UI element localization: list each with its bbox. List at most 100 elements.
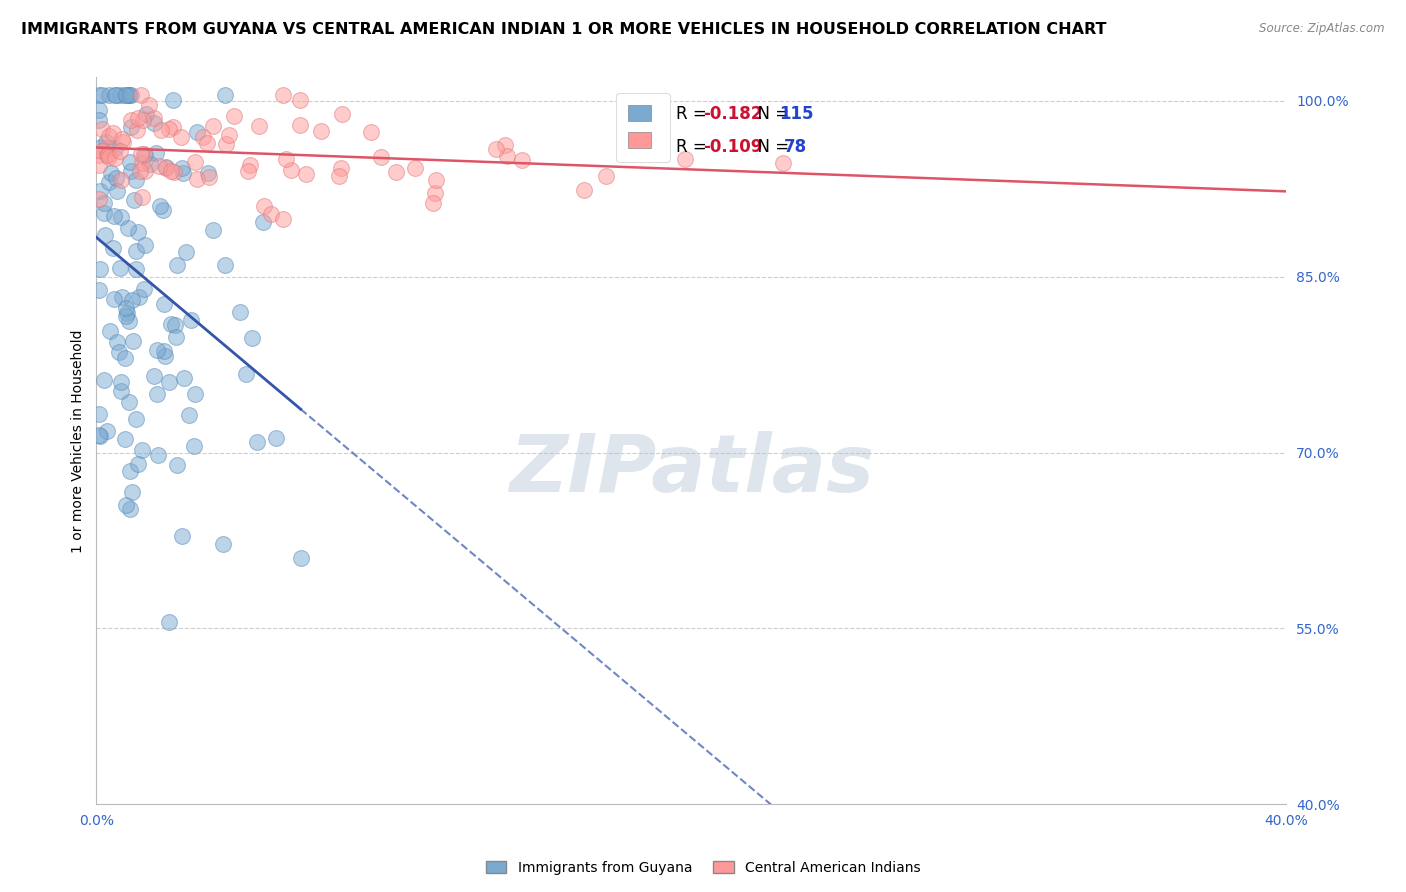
Point (105, 170, 128, 185)
Point (89, 407, 111, 421)
Point (186, 172, 208, 186)
Point (117, 221, 139, 235)
Point (422, 196, 444, 211)
Point (89, 192, 111, 206)
Point (271, 88, 294, 103)
Point (105, 334, 128, 349)
Point (114, 351, 136, 366)
Point (260, 207, 283, 221)
Point (264, 431, 287, 445)
Point (111, 290, 134, 304)
Point (159, 164, 181, 178)
Point (118, 313, 141, 327)
Point (153, 297, 176, 311)
Point (135, 107, 157, 121)
Point (309, 124, 332, 138)
Point (142, 116, 165, 130)
Point (295, 167, 318, 181)
Point (110, 375, 132, 389)
Point (103, 292, 125, 306)
Point (252, 215, 274, 229)
Point (328, 169, 350, 183)
Point (290, 550, 312, 565)
Point (425, 173, 447, 187)
Point (120, 112, 142, 127)
Point (165, 330, 187, 344)
Point (290, 93, 312, 107)
Point (131, 443, 153, 458)
Text: N =: N = (748, 105, 794, 123)
Point (122, 193, 145, 207)
Point (143, 111, 166, 125)
Point (138, 98, 160, 112)
Point (214, 88, 236, 103)
Point (118, 88, 141, 103)
Point (170, 529, 193, 543)
Point (91, 122, 114, 136)
Point (288, 118, 311, 132)
Point (111, 131, 134, 145)
Point (572, 183, 595, 197)
Point (103, 141, 125, 155)
Point (173, 371, 195, 385)
Point (115, 309, 138, 323)
Text: R =: R = (676, 138, 711, 156)
Point (89, 184, 111, 198)
Point (139, 157, 162, 171)
Point (212, 537, 235, 551)
Point (114, 88, 136, 103)
Point (183, 439, 205, 453)
Point (108, 88, 131, 103)
Point (134, 238, 156, 252)
Point (152, 202, 174, 217)
Point (120, 88, 142, 103)
Point (120, 164, 142, 178)
Point (162, 120, 184, 134)
Point (170, 161, 193, 176)
Point (125, 412, 148, 426)
Point (186, 125, 208, 139)
Point (485, 142, 508, 156)
Point (174, 244, 197, 259)
Text: 115: 115 (779, 105, 814, 123)
Point (128, 290, 150, 304)
Point (184, 386, 207, 401)
Point (127, 457, 149, 471)
Point (145, 343, 167, 358)
Point (673, 152, 696, 166)
Text: -0.182: -0.182 (703, 105, 762, 123)
Point (247, 119, 270, 133)
Point (253, 199, 276, 213)
Point (149, 199, 172, 213)
Point (125, 262, 148, 277)
Point (271, 211, 294, 226)
Text: 78: 78 (785, 138, 807, 156)
Point (104, 151, 127, 165)
Text: R =: R = (676, 105, 711, 123)
Point (163, 165, 186, 179)
Point (155, 161, 177, 175)
Point (201, 120, 224, 134)
Point (101, 241, 124, 255)
Point (246, 434, 269, 449)
Point (134, 282, 156, 296)
Point (129, 164, 152, 178)
Point (89, 88, 111, 103)
Point (120, 501, 142, 516)
Point (93, 373, 115, 387)
Text: N =: N = (748, 138, 794, 156)
Point (89, 158, 111, 172)
Point (89, 112, 111, 127)
Point (108, 344, 131, 359)
Point (120, 120, 142, 134)
Point (177, 409, 200, 423)
Point (370, 150, 392, 164)
Point (239, 157, 262, 171)
Point (89, 283, 111, 297)
Point (114, 301, 136, 315)
Text: IMMIGRANTS FROM GUYANA VS CENTRAL AMERICAN INDIAN 1 OR MORE VEHICLES IN HOUSEHOL: IMMIGRANTS FROM GUYANA VS CENTRAL AMERIC… (21, 22, 1107, 37)
Point (104, 88, 127, 103)
Point (218, 128, 240, 142)
Point (121, 293, 143, 307)
Point (125, 244, 148, 258)
